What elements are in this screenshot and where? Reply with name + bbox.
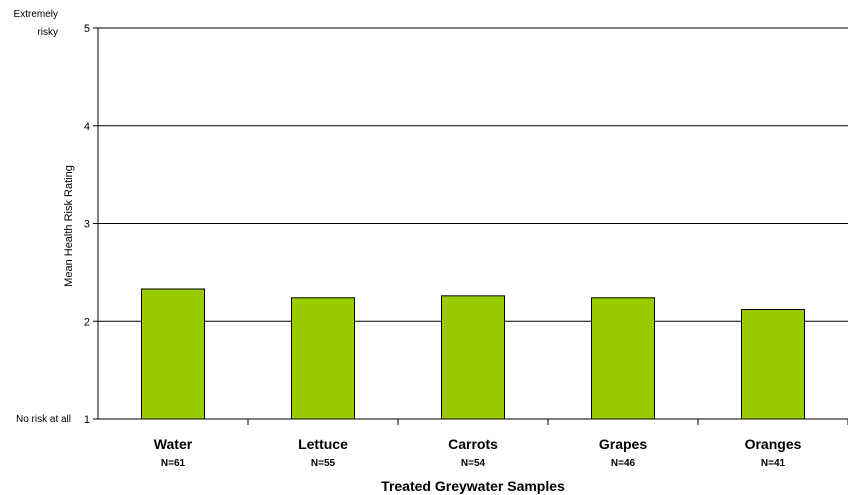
- x-sample-size-label: N=54: [461, 458, 486, 469]
- y-anchor-top-line1: Extremely: [14, 9, 58, 20]
- bar-carrots: [441, 295, 505, 420]
- x-sample-size-label: N=61: [161, 458, 186, 469]
- y-tick-label: 2: [84, 316, 90, 328]
- y-tick-label: 1: [84, 414, 90, 426]
- x-sample-size-label: N=41: [761, 458, 786, 469]
- y-tick-label: 4: [84, 121, 90, 133]
- y-anchor-bottom: No risk at all: [16, 414, 71, 425]
- x-ticks: Water N=61 Lettuce N=55 Carrots N=54 Grapes N=4…: [154, 419, 848, 469]
- x-category-label: Oranges: [745, 436, 802, 452]
- y-tick-label: 5: [84, 23, 90, 35]
- x-axis-title: Treated Greywater Samples: [381, 478, 565, 494]
- x-sample-size-label: N=46: [611, 458, 636, 469]
- bar-grapes: [591, 297, 655, 420]
- bar-water: [141, 288, 205, 420]
- y-axis-title: Mean Health Risk Rating: [63, 165, 75, 287]
- gridlines: [98, 27, 848, 322]
- y-tick-label: 3: [84, 219, 90, 231]
- x-category-label: Water: [154, 436, 193, 452]
- x-category-label: Lettuce: [298, 436, 348, 452]
- y-ticks: 1 2 3 4 5: [84, 23, 98, 426]
- x-category-label: Grapes: [599, 436, 647, 452]
- bar-oranges: [741, 309, 805, 420]
- x-category-label: Carrots: [448, 436, 498, 452]
- y-anchor-top-line2: risky: [37, 27, 58, 38]
- bar-lettuce: [291, 297, 355, 420]
- bars: [141, 288, 805, 420]
- x-sample-size-label: N=55: [311, 458, 336, 469]
